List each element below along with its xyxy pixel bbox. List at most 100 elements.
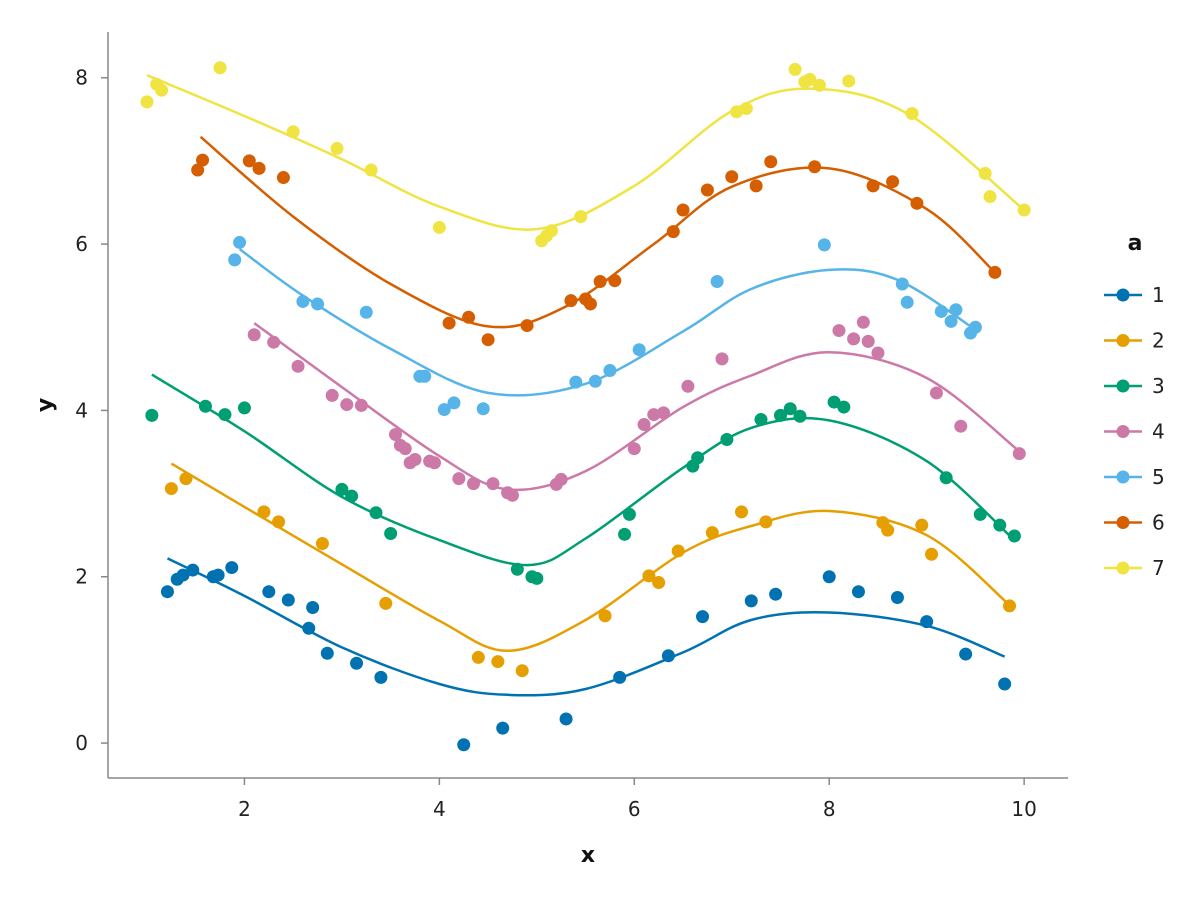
data-point-series-5: [359, 305, 373, 319]
data-point-series-2: [315, 536, 329, 550]
data-point-series-4: [954, 419, 968, 433]
data-point-series-7: [544, 224, 558, 238]
legend-marker-series-2: [1116, 334, 1130, 347]
axes: 2 4 6 8 10 0 2 4 6 8 x y: [33, 32, 1068, 868]
data-point-series-6: [725, 170, 739, 184]
data-point-series-5: [895, 277, 909, 291]
data-point-series-6: [700, 183, 714, 197]
data-point-series-4: [681, 379, 695, 393]
x-tick-label: 8: [823, 797, 836, 821]
fit-line-series-7: [146, 74, 1025, 231]
data-point-series-4: [832, 324, 846, 338]
data-point-series-1: [998, 677, 1012, 691]
x-tick-label: 6: [628, 797, 641, 821]
data-point-series-6: [276, 171, 290, 185]
data-point-series-6: [593, 274, 607, 288]
data-point-series-3: [384, 526, 398, 540]
data-point-series-2: [179, 472, 193, 486]
data-point-series-6: [462, 310, 476, 324]
data-point-series-5: [900, 295, 914, 309]
data-point-series-1: [559, 712, 573, 726]
data-point-series-4: [486, 477, 500, 491]
data-point-series-3: [973, 507, 987, 521]
data-point-series-4: [291, 359, 305, 373]
data-point-series-3: [827, 395, 841, 409]
data-point-series-2: [642, 569, 656, 583]
x-tick-label: 2: [238, 797, 251, 821]
data-point-series-3: [720, 433, 734, 447]
fit-line-series-4: [253, 322, 1021, 492]
data-point-series-6: [442, 316, 456, 330]
data-point-series-4: [929, 386, 943, 400]
y-tick-label: 0: [75, 731, 88, 755]
fit-lines: [146, 74, 1025, 697]
data-point-series-4: [354, 398, 368, 412]
data-point-series-5: [311, 297, 325, 311]
data-point-series-7: [978, 166, 992, 180]
data-point-series-1: [851, 585, 865, 599]
legend-label-series-2: 2: [1152, 329, 1165, 353]
data-point-series-4: [637, 418, 651, 432]
data-point-series-7: [788, 62, 802, 76]
data-point-series-6: [988, 265, 1002, 279]
data-point-series-1: [160, 585, 174, 599]
data-point-series-1: [890, 591, 904, 605]
legend-marker-series-5: [1116, 470, 1130, 484]
data-point-series-2: [379, 596, 393, 610]
data-point-series-2: [471, 650, 485, 664]
data-point-series-1: [211, 568, 225, 582]
data-point-series-5: [632, 343, 646, 357]
data-point-series-1: [920, 615, 934, 629]
data-point-series-4: [340, 398, 354, 412]
data-point-series-5: [233, 235, 247, 249]
data-point-series-5: [817, 238, 831, 252]
legend-label-series-5: 5: [1152, 465, 1165, 489]
data-point-series-3: [783, 402, 797, 416]
data-point-series-5: [588, 374, 602, 388]
data-point-series-3: [345, 489, 359, 503]
legend-label-series-7: 7: [1152, 556, 1165, 580]
data-point-series-1: [496, 721, 510, 735]
data-point-series-6: [520, 319, 534, 333]
data-point-series-3: [993, 518, 1007, 532]
y-axis-title: y: [33, 398, 58, 412]
legend-label-series-1: 1: [1152, 283, 1165, 307]
data-point-series-3: [1007, 529, 1021, 543]
y-tick-label: 2: [75, 565, 88, 589]
data-point-series-3: [793, 409, 807, 423]
data-point-series-6: [196, 153, 210, 167]
data-point-series-3: [198, 399, 212, 413]
legend-marker-series-4: [1116, 425, 1130, 438]
data-point-series-4: [715, 352, 729, 366]
data-point-series-6: [764, 155, 778, 169]
data-point-series-4: [267, 335, 281, 349]
data-point-series-7: [286, 125, 300, 139]
data-points: [140, 61, 1031, 752]
data-point-series-2: [915, 518, 929, 532]
legend: a 1 2 3 4 5 6 7: [1104, 231, 1165, 580]
data-point-series-6: [583, 297, 597, 311]
data-point-series-7: [432, 220, 446, 234]
legend-marker-series-6: [1116, 516, 1130, 529]
data-point-series-7: [812, 78, 826, 92]
data-point-series-6: [808, 160, 822, 174]
legend-marker-series-7: [1116, 561, 1130, 575]
data-point-series-5: [569, 375, 583, 389]
data-point-series-5: [228, 253, 242, 267]
data-point-series-1: [320, 646, 334, 660]
y-tick-label: 4: [75, 398, 88, 422]
data-point-series-1: [661, 649, 675, 663]
legend-label-series-6: 6: [1152, 511, 1165, 535]
data-point-series-7: [155, 83, 169, 97]
legend-marker-series-1: [1116, 288, 1130, 302]
data-point-series-2: [652, 576, 666, 590]
data-point-series-3: [369, 506, 383, 520]
data-point-series-6: [564, 294, 578, 308]
data-point-series-1: [281, 593, 295, 607]
data-point-series-2: [515, 664, 529, 678]
legend-title: a: [1128, 231, 1143, 256]
legend-marker-series-3: [1116, 379, 1130, 393]
data-point-series-6: [252, 161, 266, 175]
data-point-series-2: [164, 482, 178, 496]
data-point-series-6: [191, 163, 205, 177]
